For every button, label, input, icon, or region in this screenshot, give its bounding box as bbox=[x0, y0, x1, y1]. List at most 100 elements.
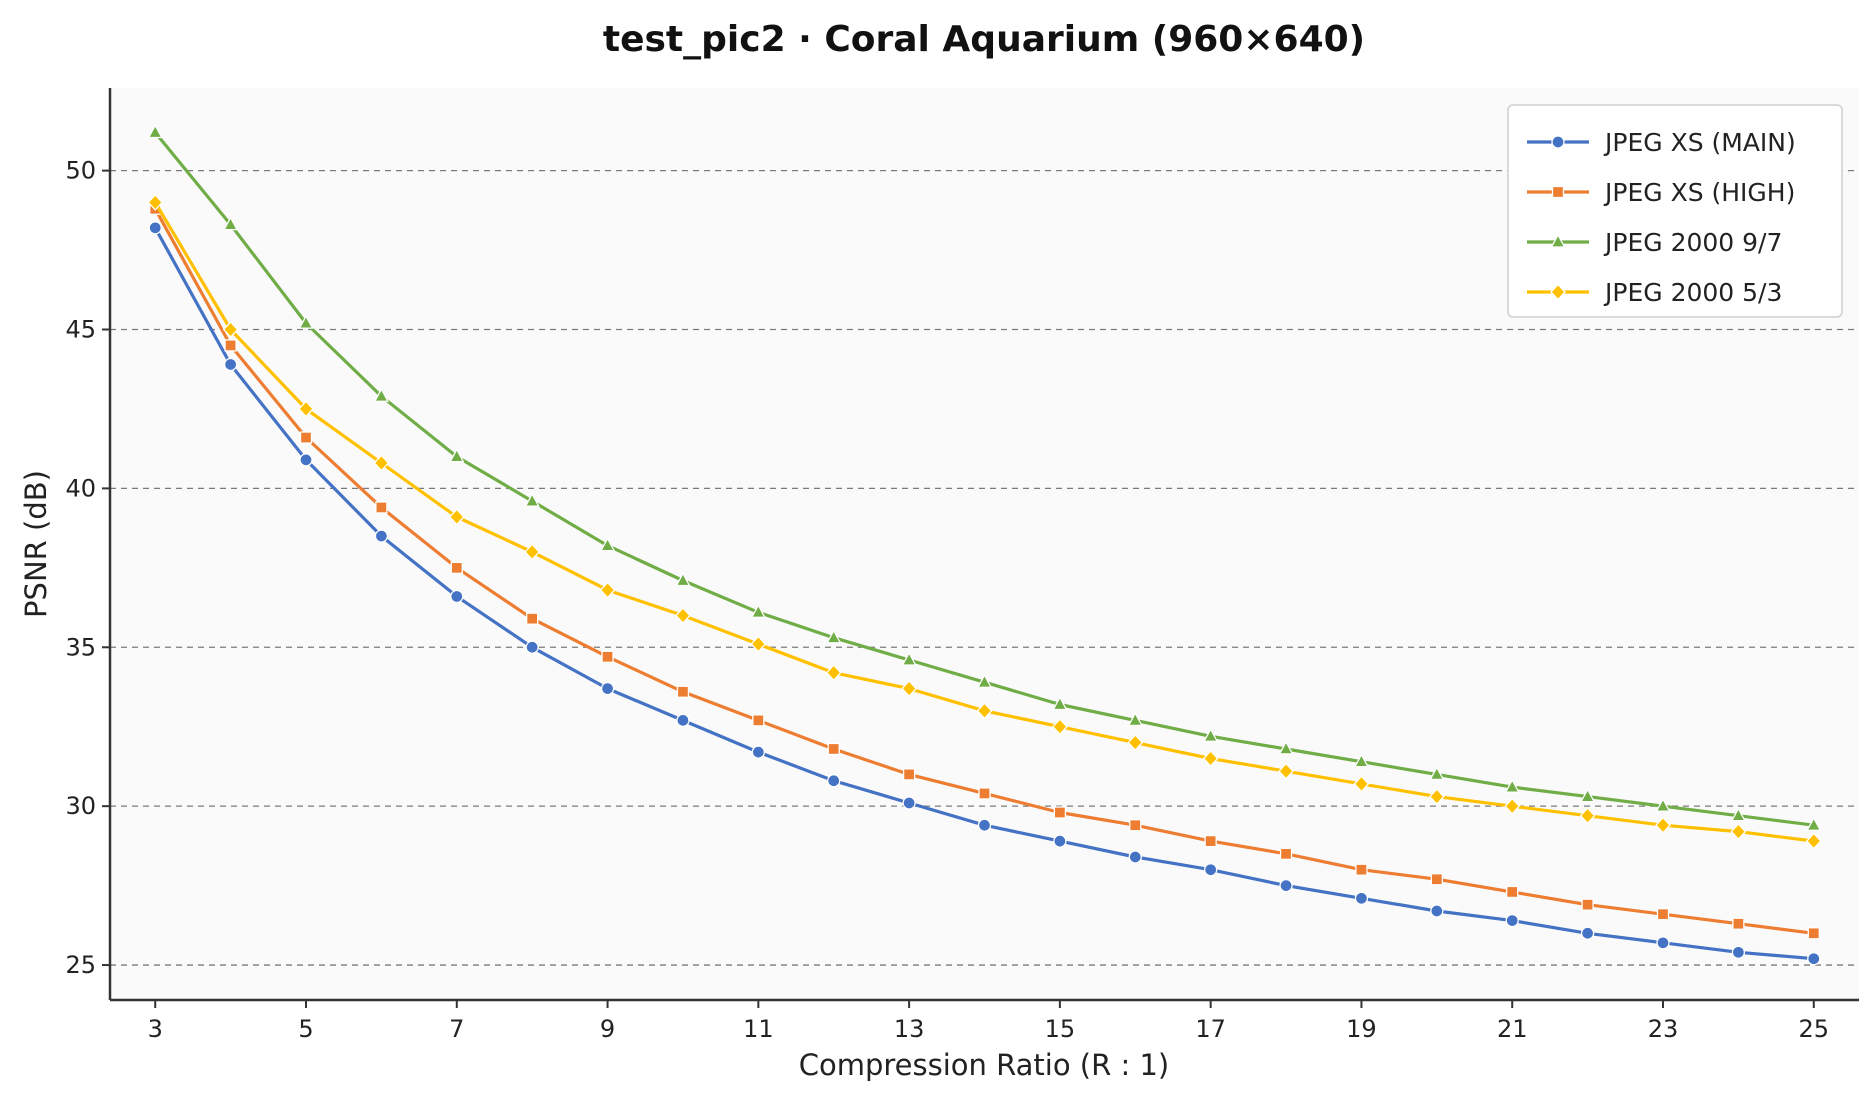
data-point-1-10 bbox=[902, 768, 916, 781]
x-tick-label-7: 7 bbox=[449, 1015, 464, 1043]
data-point-2-15 bbox=[1278, 740, 1294, 755]
data-point-3-22 bbox=[1805, 832, 1822, 850]
data-point-3-15 bbox=[1278, 762, 1294, 780]
x-tick-label-3: 3 bbox=[148, 1015, 163, 1043]
data-point-0-4 bbox=[450, 589, 464, 604]
data-point-2-10 bbox=[901, 651, 917, 666]
legend-marker-3 bbox=[1550, 283, 1566, 301]
data-point-0-18 bbox=[1505, 913, 1519, 928]
legend-marker-2 bbox=[1550, 233, 1566, 248]
series-layer bbox=[147, 124, 1822, 966]
data-point-1-7 bbox=[676, 685, 690, 698]
data-point-0-11 bbox=[977, 818, 992, 832]
series-1 bbox=[149, 202, 1820, 940]
x-tick-label-11: 11 bbox=[743, 1015, 774, 1043]
legend-box bbox=[1507, 104, 1843, 318]
data-point-1-1 bbox=[224, 339, 237, 352]
data-point-1-12 bbox=[1053, 806, 1067, 819]
data-point-0-16 bbox=[1354, 891, 1369, 905]
data-point-0-5 bbox=[525, 640, 539, 654]
data-point-2-16 bbox=[1353, 753, 1370, 768]
data-point-2-18 bbox=[1504, 778, 1520, 793]
data-point-0-7 bbox=[676, 713, 690, 728]
legend-marker-1 bbox=[1551, 185, 1565, 199]
data-point-3-10 bbox=[901, 680, 918, 698]
data-point-3-16 bbox=[1353, 775, 1370, 793]
data-point-2-4 bbox=[449, 448, 465, 463]
data-point-2-6 bbox=[599, 537, 616, 552]
data-point-3-0 bbox=[147, 193, 164, 211]
data-point-0-6 bbox=[600, 681, 615, 696]
data-point-2-11 bbox=[976, 673, 993, 688]
data-point-2-22 bbox=[1806, 816, 1822, 831]
data-point-3-20 bbox=[1655, 816, 1671, 834]
data-point-0-1 bbox=[223, 357, 238, 372]
y-tick-label-25: 25 bbox=[65, 951, 96, 979]
x-ticks: 3 5 7 9 11 13 15 17 19 21 23 25 bbox=[148, 1000, 1829, 1043]
data-point-1-11 bbox=[978, 787, 991, 800]
data-point-0-14 bbox=[1204, 863, 1218, 877]
data-point-1-20 bbox=[1656, 908, 1670, 921]
x-tick-label-13: 13 bbox=[894, 1015, 925, 1043]
x-axis-label: Compression Ratio (R : 1) bbox=[799, 1048, 1170, 1082]
data-point-2-12 bbox=[1052, 696, 1068, 711]
data-point-0-20 bbox=[1656, 936, 1670, 950]
legend-marker-0 bbox=[1551, 135, 1565, 149]
data-point-1-13 bbox=[1129, 819, 1142, 832]
data-point-0-0 bbox=[148, 221, 162, 235]
data-point-2-3 bbox=[373, 387, 389, 402]
data-point-1-2 bbox=[299, 431, 313, 444]
y-tick-label-50: 50 bbox=[65, 157, 96, 185]
data-point-3-11 bbox=[976, 702, 993, 720]
data-point-1-21 bbox=[1732, 917, 1745, 930]
data-point-0-9 bbox=[827, 774, 841, 788]
data-point-3-21 bbox=[1730, 823, 1747, 841]
data-point-3-1 bbox=[222, 321, 239, 338]
series-2 bbox=[147, 124, 1822, 831]
data-point-3-12 bbox=[1051, 718, 1068, 736]
legend-label-0: JPEG XS (MAIN) bbox=[1603, 128, 1796, 157]
data-point-1-6 bbox=[601, 650, 614, 663]
data-point-3-19 bbox=[1579, 807, 1596, 825]
chart-title: test_pic2 · Coral Aquarium (960×640) bbox=[603, 19, 1365, 60]
y-ticks: 25 30 35 40 45 50 bbox=[65, 157, 110, 979]
x-tick-label-9: 9 bbox=[600, 1015, 615, 1043]
data-point-3-18 bbox=[1504, 797, 1521, 815]
data-point-2-13 bbox=[1127, 711, 1143, 727]
data-point-2-1 bbox=[223, 216, 239, 231]
y-tick-label-40: 40 bbox=[65, 474, 96, 502]
series-0 bbox=[148, 221, 1821, 966]
data-point-3-2 bbox=[298, 400, 314, 418]
data-point-2-2 bbox=[298, 314, 314, 329]
data-point-1-22 bbox=[1807, 927, 1820, 940]
data-point-2-0 bbox=[147, 124, 163, 139]
y-tick-label-30: 30 bbox=[65, 792, 96, 820]
data-point-1-8 bbox=[752, 714, 765, 727]
data-point-1-18 bbox=[1506, 885, 1519, 899]
data-point-2-7 bbox=[675, 572, 691, 587]
data-point-1-15 bbox=[1279, 847, 1293, 860]
y-tick-label-35: 35 bbox=[65, 633, 96, 661]
data-point-0-10 bbox=[902, 796, 916, 810]
y-tick-label-45: 45 bbox=[65, 316, 96, 344]
data-point-3-9 bbox=[825, 664, 842, 682]
legend: JPEG XS (MAIN) JPEG XS (HIGH) JPEG 2000 9/… bbox=[1507, 104, 1843, 318]
data-point-1-5 bbox=[526, 612, 539, 625]
data-point-3-7 bbox=[675, 607, 691, 624]
x-tick-label-21: 21 bbox=[1497, 1015, 1528, 1043]
data-point-0-12 bbox=[1053, 834, 1067, 848]
legend-label-1: JPEG XS (HIGH) bbox=[1603, 178, 1795, 207]
data-point-2-5 bbox=[524, 492, 540, 507]
x-tick-label-5: 5 bbox=[298, 1015, 313, 1043]
data-point-2-9 bbox=[826, 629, 842, 644]
series-3 bbox=[147, 193, 1822, 850]
axes bbox=[108, 88, 1859, 1002]
data-point-0-15 bbox=[1279, 878, 1293, 893]
data-point-3-8 bbox=[750, 635, 767, 653]
data-point-0-2 bbox=[299, 453, 313, 467]
data-point-3-3 bbox=[373, 454, 390, 472]
x-tick-label-17: 17 bbox=[1195, 1015, 1226, 1043]
data-point-3-17 bbox=[1428, 788, 1445, 806]
data-point-1-17 bbox=[1430, 873, 1443, 886]
data-point-2-21 bbox=[1730, 807, 1746, 822]
